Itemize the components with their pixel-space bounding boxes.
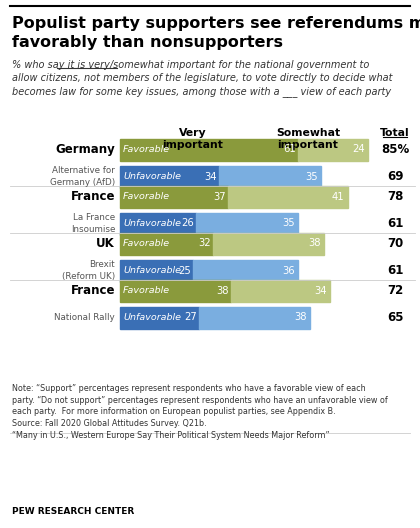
Text: Favorable: Favorable	[123, 145, 170, 154]
Text: 32: 32	[199, 239, 211, 249]
Text: 34: 34	[205, 172, 217, 182]
Text: Unfavorable: Unfavorable	[123, 219, 181, 228]
Bar	[213, 232, 324, 254]
Bar	[231, 279, 330, 301]
Text: 69: 69	[387, 170, 403, 183]
Text: 72: 72	[387, 284, 403, 297]
Bar	[193, 259, 298, 281]
Text: Favorable: Favorable	[123, 192, 170, 201]
Text: Unfavorable: Unfavorable	[123, 266, 181, 275]
Text: 61: 61	[283, 145, 296, 155]
Text: Favorable: Favorable	[123, 239, 170, 248]
Text: 34: 34	[315, 286, 327, 296]
Bar	[120, 232, 213, 254]
Text: 38: 38	[294, 313, 307, 323]
Text: UK: UK	[96, 237, 115, 250]
Text: 85%: 85%	[381, 143, 409, 156]
Bar	[120, 165, 219, 187]
Bar	[120, 279, 231, 301]
Text: Note: “Support” percentages represent respondents who have a favorable view of e: Note: “Support” percentages represent re…	[12, 384, 388, 440]
Bar	[120, 185, 228, 208]
Text: 41: 41	[332, 192, 344, 202]
Text: 70: 70	[387, 237, 403, 250]
Text: PEW RESEARCH CENTER: PEW RESEARCH CENTER	[12, 507, 134, 516]
Text: 35: 35	[306, 172, 318, 182]
Bar	[199, 306, 310, 328]
Bar	[298, 138, 368, 161]
Text: Unfavorable: Unfavorable	[123, 172, 181, 181]
Text: 24: 24	[352, 145, 365, 155]
Text: 61: 61	[387, 264, 403, 277]
Text: Unfavorable: Unfavorable	[123, 313, 181, 322]
Bar	[120, 259, 193, 281]
Text: 78: 78	[387, 190, 403, 203]
Bar	[228, 185, 348, 208]
Text: Somewhat
important: Somewhat important	[276, 128, 340, 150]
Text: 27: 27	[184, 313, 197, 323]
Text: 37: 37	[213, 192, 226, 202]
Bar	[196, 212, 298, 234]
Text: Very
important: Very important	[163, 128, 223, 150]
Text: National Rally: National Rally	[54, 313, 115, 322]
Bar	[120, 212, 196, 234]
Text: Favorable: Favorable	[123, 286, 170, 295]
Text: France: France	[71, 284, 115, 297]
Text: 36: 36	[282, 266, 295, 276]
Bar	[120, 138, 298, 161]
Bar	[219, 165, 321, 187]
Text: 35: 35	[282, 219, 295, 229]
Text: 38: 38	[309, 239, 321, 249]
Bar	[120, 306, 199, 328]
Text: Total: Total	[380, 128, 410, 138]
Text: Populist party supporters see referendums more
favorably than nonsupporters: Populist party supporters see referendum…	[12, 16, 420, 50]
Text: Alternative for
Germany (AfD): Alternative for Germany (AfD)	[50, 166, 115, 186]
Text: 25: 25	[178, 266, 191, 276]
Text: France: France	[71, 190, 115, 203]
Text: 61: 61	[387, 217, 403, 230]
Text: Germany: Germany	[55, 143, 115, 156]
Text: 65: 65	[387, 311, 403, 324]
Text: 38: 38	[216, 286, 229, 296]
Text: % who say it is very/somewhat important for the national government to
allow cit: % who say it is very/somewhat important …	[12, 60, 393, 97]
Text: 26: 26	[181, 219, 194, 229]
Text: Brexit
(Reform UK): Brexit (Reform UK)	[62, 260, 115, 280]
Text: La France
Insoumise: La France Insoumise	[71, 213, 115, 233]
